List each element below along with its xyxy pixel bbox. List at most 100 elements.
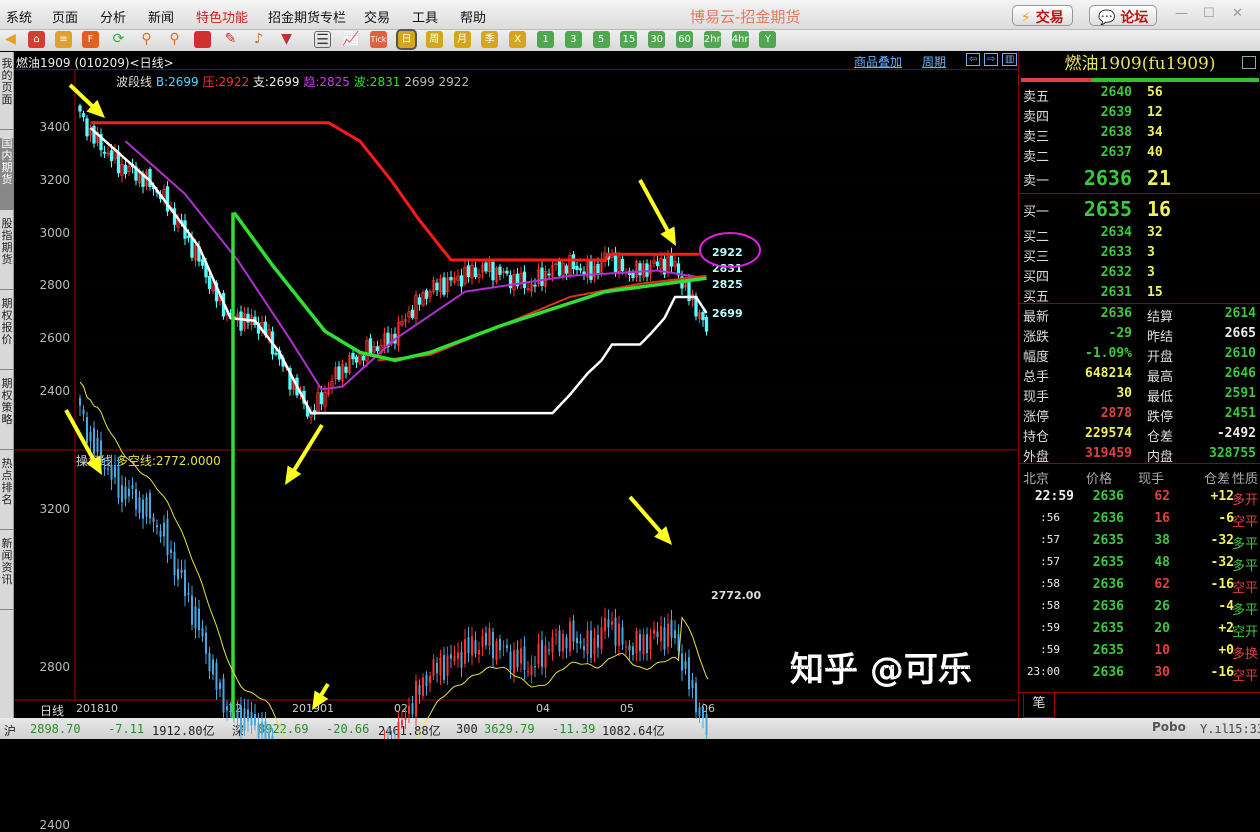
bid-price[interactable]: 2632 [1100, 265, 1132, 280]
y-tick: 3200 [39, 172, 70, 187]
indicator-extra: 2699 2922 [404, 75, 470, 89]
period-link[interactable]: 周期 [922, 55, 947, 69]
zoom-in-icon[interactable]: ⚲ [141, 31, 152, 47]
alert-icon[interactable]: ♪ [254, 31, 263, 47]
period-button-15[interactable]: 15 [620, 31, 638, 48]
indicator-resistance: 压:2922 [202, 75, 250, 89]
ask-price[interactable]: 2640 [1100, 85, 1132, 100]
sidebar-tab-6[interactable]: 新闻资讯 [0, 538, 14, 610]
menu-news[interactable]: 新闻 [148, 11, 175, 26]
list-icon[interactable]: ≡ [55, 31, 72, 48]
panel-toggle-icon[interactable]: ▥ [1002, 53, 1018, 66]
menu-tools[interactable]: 工具 [412, 11, 439, 26]
trade-volume: 30 [1154, 665, 1170, 680]
table-icon[interactable]: ☰ [314, 31, 331, 48]
hs300-amount: 1082.64亿 [602, 724, 665, 738]
menu-features[interactable]: 特色功能 [196, 11, 249, 26]
stat-value: 229574 [1085, 426, 1132, 441]
sidebar-tab-2[interactable]: 股指期货 [0, 218, 14, 290]
menu-analysis[interactable]: 分析 [100, 11, 127, 26]
restore-icon[interactable] [1242, 56, 1256, 69]
ask-level-label: 卖二 [1023, 150, 1050, 165]
chart-icon[interactable]: 📈 [342, 31, 360, 47]
ask-volume: 21 [1147, 166, 1172, 190]
period-button-3[interactable]: 3 [564, 31, 582, 48]
lower-y-tick: 2400 [39, 818, 70, 832]
sidebar-tab-4[interactable]: 期权策略 [0, 378, 14, 450]
period-button-周[interactable]: 周 [425, 31, 443, 48]
indicator-support: 支:2699 [252, 75, 300, 89]
sz-change: -20.66 [326, 722, 370, 736]
home-icon[interactable]: ⌂ [28, 31, 45, 48]
stat-value: 328755 [1209, 446, 1256, 461]
zoom-out-icon[interactable]: ⚲ [169, 31, 180, 47]
period-button-60[interactable]: 60 [676, 31, 693, 48]
trade-time: :59 [1040, 621, 1060, 634]
menu-zhaojin[interactable]: 招金期货专栏 [268, 11, 347, 26]
lower-indicator-legend: 操盘线 多空线:2772.0000 [76, 452, 221, 469]
trade-volume: 16 [1154, 511, 1170, 526]
ask-price[interactable]: 2638 [1100, 125, 1132, 140]
ask-price[interactable]: 2639 [1100, 105, 1132, 120]
trade-price: 2636 [1092, 511, 1124, 526]
sidebar-tab-1[interactable]: 国内期货 [0, 138, 14, 210]
bid-level-label: 买二 [1023, 230, 1050, 245]
trade-time: 22:59 [1034, 489, 1074, 504]
refresh-icon[interactable]: ⟳ [112, 31, 125, 47]
period-button-5[interactable]: 5 [592, 31, 610, 48]
trade-price: 2636 [1092, 599, 1124, 614]
bid-price[interactable]: 2635 [1083, 197, 1132, 221]
period-button-X[interactable]: X [509, 31, 527, 48]
close-icon[interactable]: ✕ [1232, 6, 1243, 21]
tick-button[interactable]: Tick [370, 31, 387, 48]
trade-oi-change: -32 [1210, 555, 1234, 570]
maximize-icon[interactable]: ☐ [1203, 6, 1215, 21]
indicator-legend: 波段线 B:2699 压:2922 支:2699 趋:2825 波:2831 2… [116, 73, 469, 90]
period-button-季[interactable]: 季 [481, 31, 499, 48]
scroll-right-icon[interactable]: ⇨ [984, 53, 999, 66]
date-tick: 201901 [292, 702, 334, 715]
date-tick: 04 [536, 702, 550, 715]
f10-icon[interactable]: F [82, 31, 99, 48]
scroll-left-icon[interactable]: ⇦ [966, 53, 981, 66]
bid-price[interactable]: 2634 [1100, 225, 1132, 240]
overlay-link[interactable]: 商品叠加 [854, 55, 903, 69]
lower-y-tick: 3200 [39, 502, 70, 516]
period-button-1[interactable]: 1 [537, 31, 554, 48]
overlay-icon[interactable] [194, 31, 211, 48]
period-button-Y[interactable]: Y [759, 31, 777, 48]
sz-index: 8922.69 [258, 722, 309, 736]
menu-system[interactable]: 系统 [6, 11, 33, 26]
menu-trade[interactable]: 交易 [364, 11, 391, 26]
period-button-日[interactable]: 日 [396, 29, 417, 50]
minimize-icon[interactable]: — [1175, 6, 1188, 21]
forum-button[interactable]: 💬 论坛 [1089, 5, 1158, 26]
stat-value: 2451 [1224, 406, 1256, 421]
trades-header: 价格 [1085, 472, 1112, 487]
menu-page[interactable]: 页面 [52, 11, 79, 26]
sidebar: 我的页面国内期货股指期货期权报价期权策略热点排名新闻资讯 [0, 52, 14, 718]
sidebar-tab-3[interactable]: 期权报价 [0, 298, 14, 370]
filter-icon[interactable]: ▼ [281, 31, 292, 47]
ask-price[interactable]: 2636 [1083, 166, 1132, 190]
trade-button[interactable]: ⚡ 交易 [1012, 5, 1073, 26]
y-tick: 2400 [39, 384, 70, 398]
hs300-index: 3629.79 [484, 722, 535, 736]
stat-value: 2636 [1100, 306, 1132, 321]
tab-ticks[interactable]: 笔 [1023, 692, 1055, 718]
bid-price[interactable]: 2633 [1100, 245, 1132, 260]
bid-level-label: 买一 [1023, 205, 1050, 220]
period-button-月[interactable]: 月 [453, 31, 471, 48]
bid-price[interactable]: 2631 [1100, 285, 1132, 300]
period-button-4hr[interactable]: 4hr [731, 31, 749, 48]
kline-chart-area[interactable] [14, 52, 1018, 718]
period-button-2hr[interactable]: 2hr [703, 31, 721, 48]
sidebar-tab-0[interactable]: 我的页面 [0, 58, 14, 130]
trade-time: :58 [1040, 599, 1060, 612]
back-icon[interactable]: ◀ [5, 31, 16, 47]
sidebar-tab-5[interactable]: 热点排名 [0, 458, 14, 530]
menu-help[interactable]: 帮助 [460, 11, 487, 26]
ask-price[interactable]: 2637 [1100, 145, 1132, 160]
draw-pen-icon[interactable]: ✎ [224, 31, 237, 47]
period-button-30[interactable]: 30 [648, 31, 666, 48]
